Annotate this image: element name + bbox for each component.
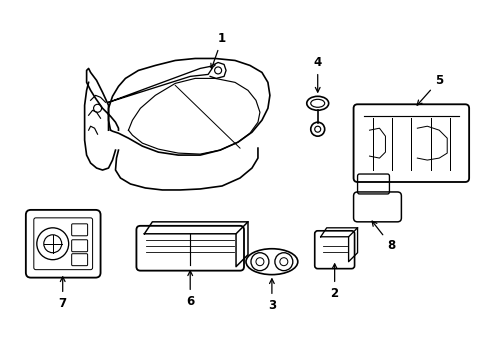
Text: 4: 4 xyxy=(313,56,321,92)
Text: 8: 8 xyxy=(371,221,395,252)
Text: 2: 2 xyxy=(330,264,338,300)
Text: 3: 3 xyxy=(267,279,275,312)
Text: 6: 6 xyxy=(186,271,194,308)
Text: 1: 1 xyxy=(210,32,225,68)
Text: 7: 7 xyxy=(59,277,67,310)
Text: 5: 5 xyxy=(416,74,443,105)
